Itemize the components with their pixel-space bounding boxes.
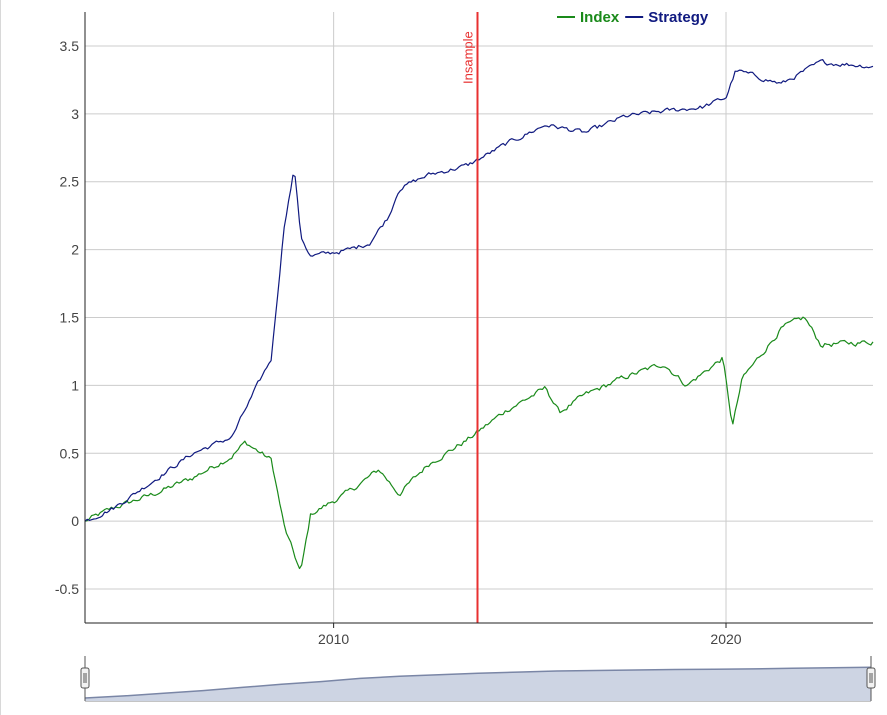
series-line-strategy: [84, 59, 874, 522]
handle-grip[interactable]: [866, 667, 876, 689]
y-tick-label: -0.5: [55, 581, 79, 597]
handle-grip[interactable]: [80, 667, 90, 689]
legend-item-strategy[interactable]: Strategy: [648, 9, 709, 26]
x-tick-label: 2010: [318, 631, 349, 647]
navigator-area: [85, 667, 871, 701]
navigator-line: [84, 666, 872, 699]
series-line-index: [84, 316, 874, 570]
grid: [85, 12, 873, 623]
navigator-left-handle[interactable]: [80, 667, 90, 689]
y-tick-label: 0: [71, 513, 79, 529]
legend: Index Strategy: [557, 9, 709, 26]
x-tick-label: 2020: [710, 631, 741, 647]
y-tick-label: 0.5: [60, 445, 80, 461]
insample-label: Insample: [460, 31, 475, 84]
navigator[interactable]: [80, 656, 876, 702]
legend-item-index[interactable]: Index: [580, 9, 620, 26]
y-tick-label: 2.5: [60, 174, 80, 190]
y-tick-label: 3: [71, 106, 79, 122]
y-tick-label: 1: [71, 377, 79, 393]
y-tick-label: 2: [71, 242, 79, 258]
y-tick-label: 1.5: [60, 310, 80, 326]
chart-frame-left: [0, 0, 1, 715]
series-layer: [84, 59, 874, 570]
y-tick-label: 3.5: [60, 38, 80, 54]
annotation-layer: Insample: [460, 12, 479, 623]
navigator-right-handle[interactable]: [866, 667, 876, 689]
axes: 3.5 3 2.5 2 1.5 1 0.5 0 -0.5 2010 2020: [55, 12, 873, 647]
